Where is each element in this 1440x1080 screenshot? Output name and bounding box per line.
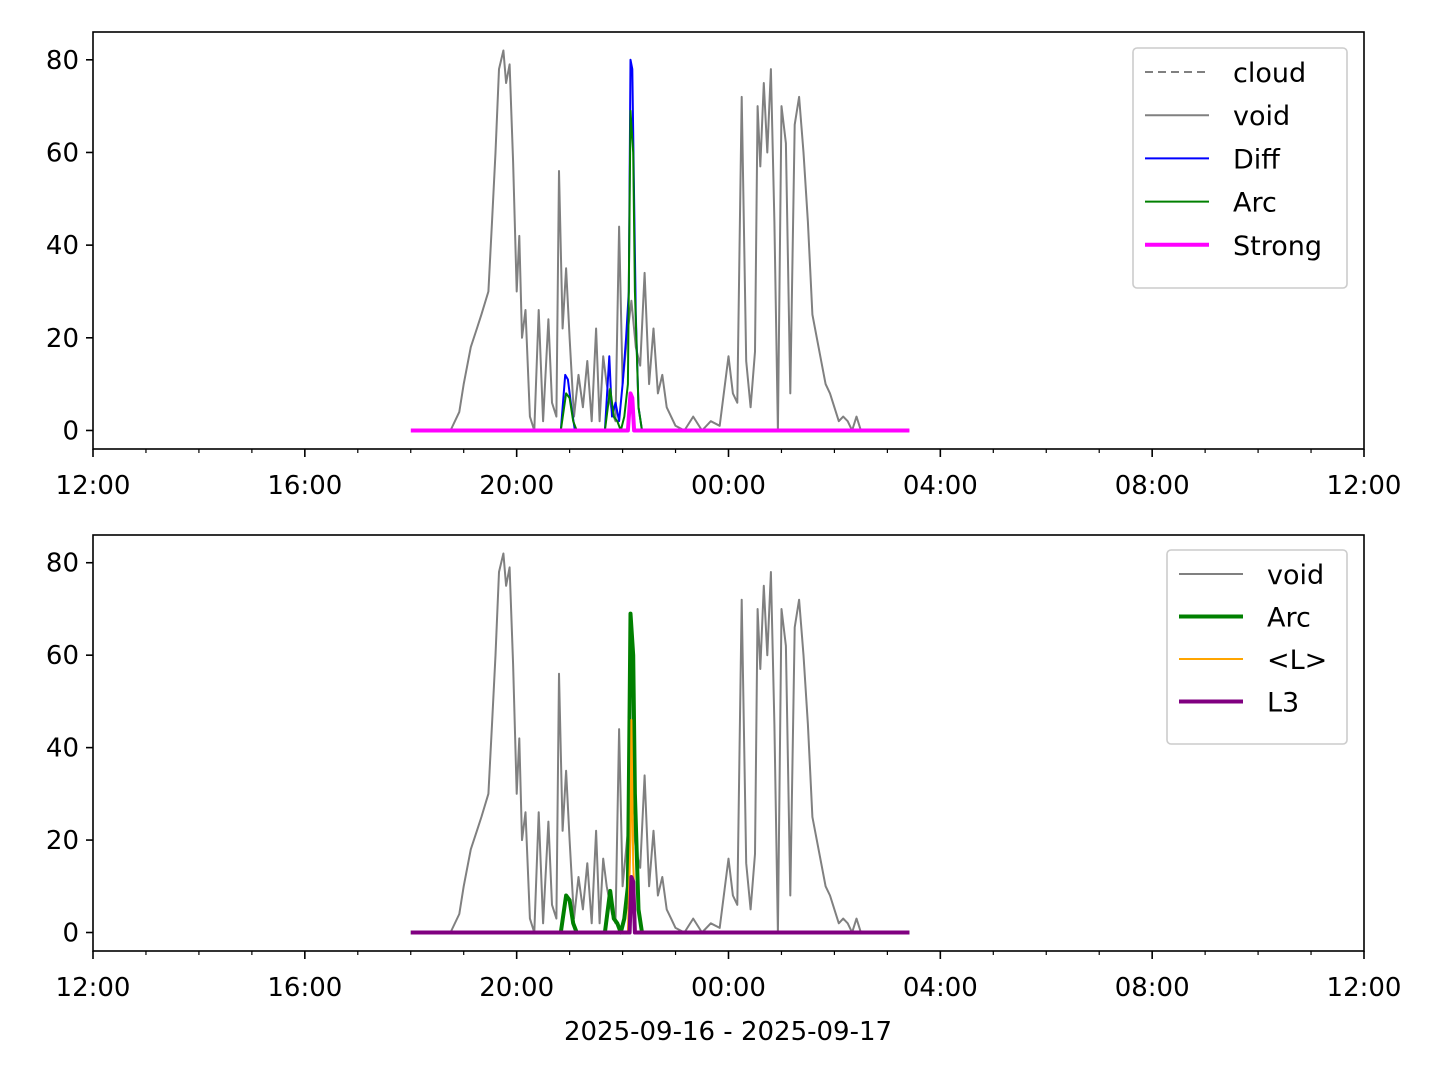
x-axis-label: 2025-09-16 - 2025-09-17 — [564, 1017, 892, 1047]
x-tick-label: 16:00 — [267, 471, 342, 501]
legend: void Arc <L> L3 — [1166, 549, 1348, 745]
y-tick-label: 20 — [46, 324, 79, 354]
legend-label: Strong — [1233, 231, 1322, 262]
x-tick-label: 12:00 — [1327, 471, 1402, 501]
x-tick-label: 04:00 — [903, 471, 978, 501]
series-line-arc — [410, 611, 910, 935]
x-tick-label: 12:00 — [56, 973, 131, 1003]
y-tick-label: 0 — [62, 416, 79, 446]
series-line-strong — [410, 391, 910, 433]
x-tick-label: 00:00 — [691, 973, 766, 1003]
legend-label: <L> — [1267, 645, 1327, 676]
series-line-void — [449, 552, 910, 934]
x-tick-label: 04:00 — [903, 973, 978, 1003]
legend: cloud void Diff Arc Strong — [1132, 47, 1348, 289]
y-tick-label: 60 — [46, 138, 79, 168]
y-tick-label: 80 — [46, 549, 79, 579]
x-tick-label: 00:00 — [691, 471, 766, 501]
legend-label: Arc — [1233, 188, 1277, 219]
series-line-void — [449, 49, 910, 432]
series-line-l3 — [410, 875, 910, 935]
y-tick-label: 40 — [46, 231, 79, 261]
x-tick-label: 20:00 — [479, 973, 554, 1003]
top-panel: 0 20 40 60 80 12:00 16:00 20:00 00:00 04:00 08:00 1… — [46, 31, 1402, 501]
y-tick-label: 40 — [46, 734, 79, 764]
legend-box — [1132, 47, 1348, 289]
legend-label: cloud — [1233, 58, 1306, 89]
x-tick-label: 12:00 — [56, 471, 131, 501]
series-line-arc — [559, 109, 643, 432]
x-tick-label: 20:00 — [479, 471, 554, 501]
legend-label: Arc — [1267, 603, 1311, 634]
legend-label: Diff — [1233, 144, 1281, 175]
y-tick-label: 0 — [62, 919, 79, 949]
x-tick-label: 08:00 — [1115, 973, 1190, 1003]
x-tick-label: 16:00 — [267, 973, 342, 1003]
legend-label: L3 — [1267, 688, 1299, 719]
legend-label: void — [1233, 101, 1290, 132]
y-tick-label: 60 — [46, 641, 79, 671]
bottom-panel: 0 20 40 60 80 12:00 16:00 20:00 00:00 04:00 08:00 1… — [46, 534, 1402, 1003]
plot-area — [410, 552, 910, 935]
plot-area — [410, 49, 910, 433]
y-tick-label: 80 — [46, 46, 79, 76]
legend-box — [1166, 549, 1348, 745]
x-tick-label: 08:00 — [1115, 471, 1190, 501]
y-tick-label: 20 — [46, 826, 79, 856]
x-tick-label: 12:00 — [1327, 973, 1402, 1003]
legend-label: void — [1267, 560, 1324, 591]
